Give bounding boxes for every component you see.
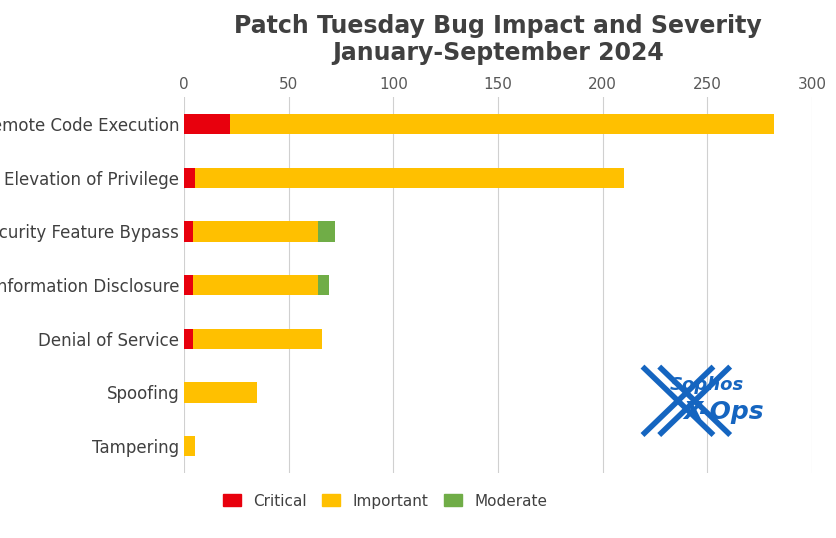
Bar [318, 275, 328, 295]
Bar [184, 221, 192, 242]
Bar [184, 168, 194, 188]
Title: Patch Tuesday Bug Impact and Severity
January-September 2024: Patch Tuesday Bug Impact and Severity Ja… [234, 13, 761, 65]
Bar [192, 329, 322, 349]
Bar [230, 114, 773, 134]
Bar [194, 168, 623, 188]
Bar [184, 275, 192, 295]
Bar [184, 383, 257, 402]
Bar [192, 275, 318, 295]
Text: Sophos: Sophos [670, 376, 743, 394]
Text: X-Ops: X-Ops [683, 400, 763, 423]
Bar [184, 329, 192, 349]
Bar [318, 221, 334, 242]
Legend: Critical, Important, Moderate: Critical, Important, Moderate [217, 487, 553, 515]
Bar [184, 436, 194, 456]
Bar [184, 114, 230, 134]
Bar [192, 221, 318, 242]
